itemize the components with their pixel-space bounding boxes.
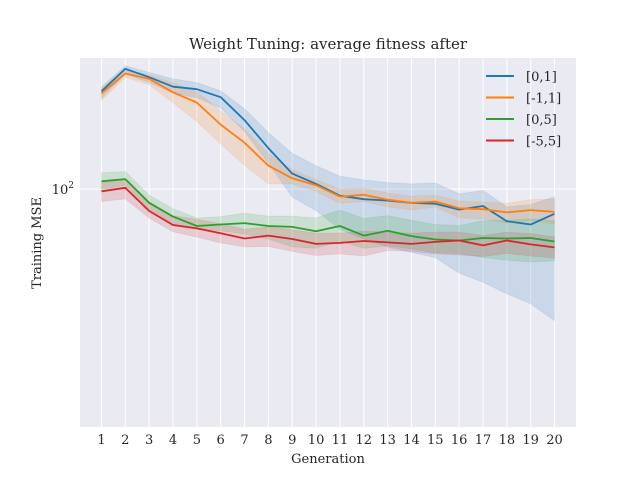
legend-label: [-5,5] bbox=[526, 135, 561, 150]
band-0-1 bbox=[101, 65, 555, 322]
x-tick-label: 2 bbox=[121, 433, 129, 448]
x-tick-label: 5 bbox=[193, 433, 201, 448]
legend: [0,1] [-1,1] [0,5] [-5,5] bbox=[486, 70, 561, 150]
x-tick-label: 13 bbox=[379, 433, 396, 448]
band-5-5 bbox=[101, 178, 555, 259]
x-tick-label: 8 bbox=[264, 433, 272, 448]
x-tick-label: 17 bbox=[475, 433, 492, 448]
y-axis-label: Training MSE bbox=[30, 197, 45, 289]
x-tick-label: 3 bbox=[145, 433, 153, 448]
chart-title: Weight Tuning: average fitness after bbox=[189, 35, 468, 53]
x-tick-label: 16 bbox=[451, 433, 468, 448]
x-tick-label: 12 bbox=[355, 433, 372, 448]
x-tick-label: 7 bbox=[240, 433, 248, 448]
x-tick-label: 20 bbox=[546, 433, 563, 448]
x-tick-label: 6 bbox=[217, 433, 225, 448]
x-tick-label: 10 bbox=[308, 433, 325, 448]
legend-label: [0,1] bbox=[526, 70, 557, 85]
legend-label: [0,5] bbox=[526, 113, 557, 128]
series-line-0-5 bbox=[101, 178, 555, 243]
x-axis-label: Generation bbox=[291, 452, 365, 467]
x-tick-label: 1 bbox=[97, 433, 105, 448]
x-tick-label: 19 bbox=[522, 433, 539, 448]
x-tick-label: 9 bbox=[288, 433, 296, 448]
y-tick-label: 102 bbox=[52, 181, 74, 198]
x-tick-label: 11 bbox=[332, 433, 349, 448]
legend-label: [-1,1] bbox=[526, 92, 561, 107]
x-tick-label: 15 bbox=[427, 433, 444, 448]
x-tick-labels: 1 2 3 4 5 6 7 8 9 10 11 12 13 14 15 16 17 18 19 20 bbox=[97, 433, 562, 448]
x-tick-label: 18 bbox=[499, 433, 516, 448]
series-lines bbox=[100, 67, 555, 249]
x-tick-label: 4 bbox=[169, 433, 177, 448]
x-tick-label: 14 bbox=[403, 433, 420, 448]
band-1-1 bbox=[101, 69, 555, 225]
series-line-0-1 bbox=[100, 67, 555, 226]
y-tick-labels: 102 bbox=[52, 181, 74, 198]
series-line-1-1 bbox=[100, 72, 555, 214]
series-line-5-5 bbox=[101, 186, 555, 249]
